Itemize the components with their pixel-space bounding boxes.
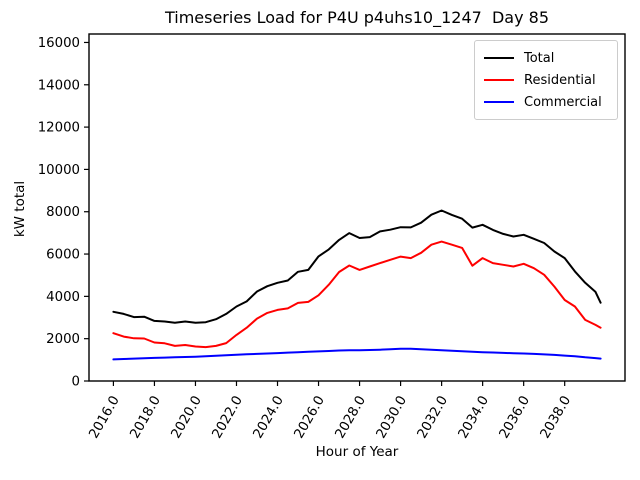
y-axis-tick-label: 14000 — [38, 78, 80, 93]
x-axis-tick-label: 2022.0 — [210, 394, 246, 442]
y-axis-tick-label: 12000 — [38, 121, 80, 136]
x-axis-tick-label: 2030.0 — [374, 394, 410, 442]
x-axis-tick-label: 2020.0 — [169, 394, 205, 442]
legend-item-commercial: Commercial — [484, 91, 607, 113]
series-line-commercial — [112, 347, 602, 361]
x-axis-tick-label: 2028.0 — [333, 394, 369, 442]
y-axis-tick-label: 10000 — [38, 163, 80, 178]
y-axis-tick-label: 0 — [72, 375, 80, 390]
series-line-total — [112, 209, 602, 324]
x-axis-tick-label: 2024.0 — [251, 394, 287, 442]
y-axis-tick-label: 8000 — [46, 205, 80, 220]
legend-item-total: Total — [484, 47, 607, 69]
x-axis-tick-label: 2036.0 — [497, 394, 533, 442]
legend: Total Residential Commercial — [474, 40, 618, 120]
legend-item-residential: Residential — [484, 69, 607, 91]
x-axis-tick-label: 2032.0 — [415, 394, 451, 442]
x-axis-tick-label: 2018.0 — [128, 394, 164, 442]
x-axis-label: Hour of Year — [315, 444, 399, 460]
legend-line-swatch — [484, 57, 514, 59]
x-axis-tick-label: 2026.0 — [292, 394, 328, 442]
x-axis-tick-label: 2034.0 — [456, 394, 492, 442]
legend-label: Total — [524, 50, 555, 66]
legend-line-swatch — [484, 79, 514, 81]
legend-label: Commercial — [524, 94, 602, 110]
y-axis-tick-label: 4000 — [46, 290, 80, 305]
y-axis-tick-label: 16000 — [38, 36, 80, 51]
y-axis-tick-label: 2000 — [46, 332, 80, 347]
x-axis-tick-label: 2016.0 — [87, 394, 123, 442]
x-axis-tick-label: 2038.0 — [538, 394, 574, 442]
legend-label: Residential — [524, 72, 596, 88]
y-axis-tick-label: 6000 — [46, 248, 80, 263]
chart-title: Timeseries Load for P4U p4uhs10_1247 Day… — [164, 8, 550, 27]
axes-border — [88, 33, 626, 382]
series-line-residential — [112, 240, 602, 349]
legend-line-swatch — [484, 101, 514, 103]
